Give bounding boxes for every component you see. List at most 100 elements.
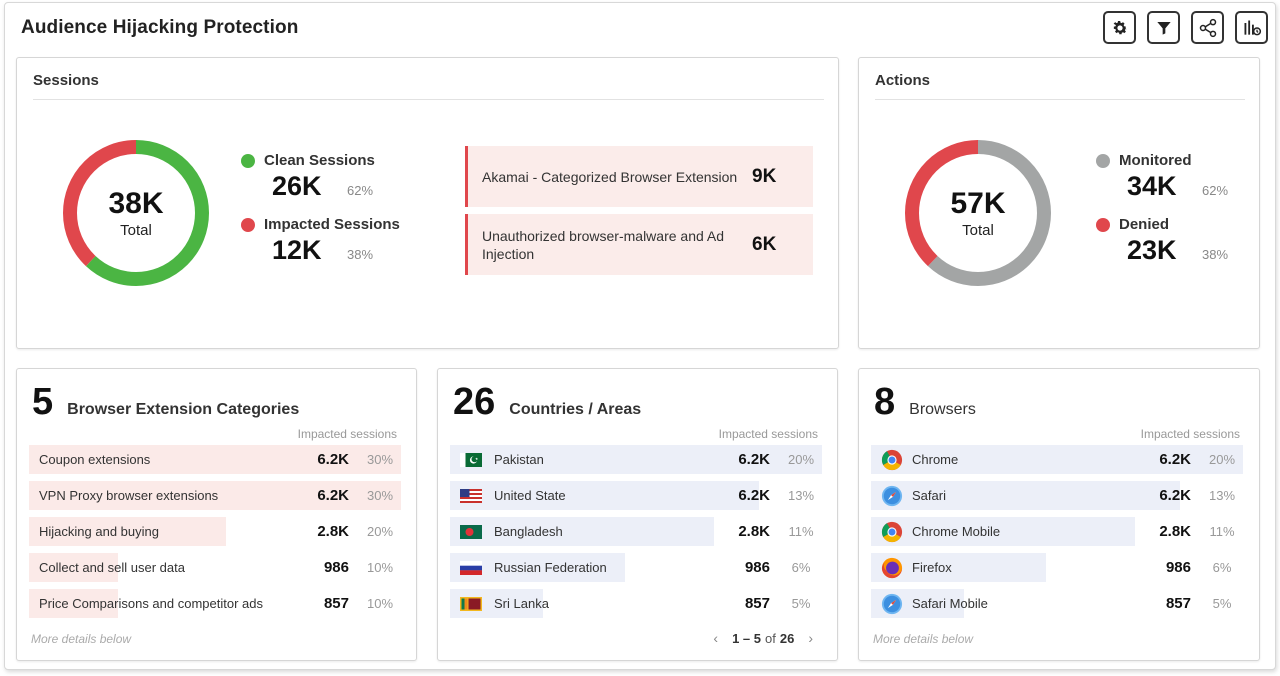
row-bar <box>29 553 118 582</box>
list-item[interactable]: Sri Lanka 857 5% <box>450 589 830 618</box>
impacted-sessions-pct: 38% <box>347 247 374 262</box>
row-pct: 30% <box>366 452 394 467</box>
row-value: 2.8K <box>317 523 349 540</box>
chart-settings-icon <box>1244 20 1261 35</box>
browsers-count: 8 <box>874 381 896 423</box>
extension-categories-title: Browser Extension Categories <box>67 401 300 418</box>
bangladesh-flag-icon <box>460 524 482 539</box>
legend-monitored[interactable]: Monitored 34K 62% <box>1096 152 1228 202</box>
row-pct: 11% <box>788 524 814 539</box>
row-bar <box>29 481 401 510</box>
list-item[interactable]: Chrome Mobile 2.8K 11% <box>871 517 1251 546</box>
row-label: Coupon extensions <box>39 452 151 467</box>
prev-page-icon[interactable]: ‹ <box>713 630 719 646</box>
actions-card: Actions 57K Total Monitored 34K 62% <box>858 57 1260 349</box>
row-value: 6.2K <box>738 487 770 504</box>
legend-impacted-sessions[interactable]: Impacted Sessions 12K 38% <box>241 216 400 266</box>
sessions-total-label: Total <box>120 221 152 239</box>
countries-header: 26 Countries / Areas <box>453 381 641 424</box>
row-value: 2.8K <box>738 523 770 540</box>
chrome-icon <box>881 521 903 542</box>
impacted-sessions-value: 12K <box>272 235 322 265</box>
impacted-sessions-column-header: Impacted sessions <box>297 427 397 441</box>
impacted-sessions-label: Impacted Sessions <box>264 216 400 233</box>
page-total: 26 <box>779 630 795 646</box>
pakistan-flag-icon <box>460 452 482 467</box>
browsers-list: Chrome 6.2K 20% Safari 6.2K 13% Chrome Mobil… <box>871 445 1251 625</box>
row-value: 6.2K <box>1159 487 1191 504</box>
impacted-sessions-column-header: Impacted sessions <box>1140 427 1240 441</box>
legend-denied[interactable]: Denied 23K 38% <box>1096 216 1228 266</box>
denied-slice[interactable] <box>905 140 1051 286</box>
row-label: VPN Proxy browser extensions <box>39 488 219 503</box>
extension-categories-card: 5 Browser Extension Categories Impacted … <box>16 368 417 661</box>
share-icon <box>1199 18 1216 37</box>
filter-icon <box>1156 21 1171 35</box>
share-button[interactable] <box>1191 11 1224 44</box>
list-item[interactable]: Pakistan 6.2K 20% <box>450 445 830 474</box>
list-item[interactable]: Russian Federation 986 6% <box>450 553 830 582</box>
impacted-dot-icon <box>241 217 255 232</box>
list-item[interactable]: Collect and sell user data 986 10% <box>29 553 409 582</box>
dashboard-frame: Audience Hijacking Protection <box>4 2 1276 670</box>
list-item[interactable]: Firefox 986 6% <box>871 553 1251 582</box>
chart-options-button[interactable] <box>1235 11 1268 44</box>
sessions-card: Sessions 38K Total Clean Sessions 26K 62… <box>16 57 839 349</box>
extension-categories-header: 5 Browser Extension Categories <box>32 381 299 424</box>
page-of-label: of <box>765 630 776 646</box>
row-pct: 20% <box>1208 452 1236 467</box>
row-pct: 13% <box>1208 488 1236 503</box>
actions-donut-chart <box>905 140 1051 286</box>
list-item[interactable]: Safari Mobile 857 5% <box>871 589 1251 618</box>
list-item[interactable]: Price Comparisons and competitor ads 857 1… <box>29 589 409 618</box>
actions-total-value: 57K <box>950 186 1006 220</box>
impacted-sessions-slice[interactable] <box>63 140 209 286</box>
row-label: Safari Mobile <box>912 596 988 611</box>
settings-button[interactable] <box>1103 11 1136 44</box>
sessions-donut[interactable]: 38K Total <box>61 138 211 288</box>
legend-clean-sessions[interactable]: Clean Sessions 26K 62% <box>241 152 400 202</box>
list-item[interactable]: VPN Proxy browser extensions 6.2K 30% <box>29 481 409 510</box>
us-flag-icon <box>460 488 482 503</box>
threat-item[interactable]: Akamai - Categorized Browser Extension 9… <box>465 146 813 207</box>
browsers-header: 8 Browsers <box>874 381 976 424</box>
list-item[interactable]: Chrome 6.2K 20% <box>871 445 1251 474</box>
list-item[interactable]: Bangladesh 2.8K 11% <box>450 517 830 546</box>
filter-button[interactable] <box>1147 11 1180 44</box>
row-label: Pakistan <box>494 452 544 467</box>
denied-label: Denied <box>1119 216 1170 233</box>
row-label: Price Comparisons and competitor ads <box>39 596 263 611</box>
row-bar <box>871 481 1180 510</box>
actions-card-title: Actions <box>875 58 1245 100</box>
browsers-card: 8 Browsers Impacted sessions Chrome 6.2K 2… <box>858 368 1260 661</box>
row-value: 986 <box>744 559 770 576</box>
sessions-donut-center: 38K Total <box>61 138 211 288</box>
list-item[interactable]: Hijacking and buying 2.8K 20% <box>29 517 409 546</box>
threat-name: Unauthorized browser-malware and Ad Inje… <box>482 227 725 262</box>
monitored-label: Monitored <box>1119 152 1192 169</box>
list-item[interactable]: United State 6.2K 13% <box>450 481 830 510</box>
russia-flag-icon <box>460 560 482 575</box>
countries-list: Pakistan 6.2K 20% United State 6.2K 13% Bang… <box>450 445 830 625</box>
chrome-icon <box>881 449 903 470</box>
row-value: 6.2K <box>317 451 349 468</box>
row-pct: 6% <box>1212 560 1232 575</box>
row-pct: 10% <box>366 596 394 611</box>
next-page-icon[interactable]: › <box>808 630 813 646</box>
gear-icon <box>1113 20 1127 34</box>
sessions-card-title: Sessions <box>33 58 824 100</box>
page-title: Audience Hijacking Protection <box>21 17 299 38</box>
actions-donut[interactable]: 57K Total <box>903 138 1053 288</box>
row-value: 6.2K <box>317 487 349 504</box>
row-pct: 6% <box>791 560 811 575</box>
list-item[interactable]: Safari 6.2K 13% <box>871 481 1251 510</box>
row-value: 857 <box>1165 595 1191 612</box>
sri-lanka-flag-icon <box>460 596 482 611</box>
list-item[interactable]: Coupon extensions 6.2K 30% <box>29 445 409 474</box>
row-pct: 13% <box>787 488 815 503</box>
threat-item[interactable]: Unauthorized browser-malware and Ad Inje… <box>465 214 813 275</box>
row-bar <box>871 445 1243 474</box>
denied-pct: 38% <box>1202 247 1229 262</box>
extension-categories-count: 5 <box>32 381 54 423</box>
row-pct: 20% <box>366 524 394 539</box>
